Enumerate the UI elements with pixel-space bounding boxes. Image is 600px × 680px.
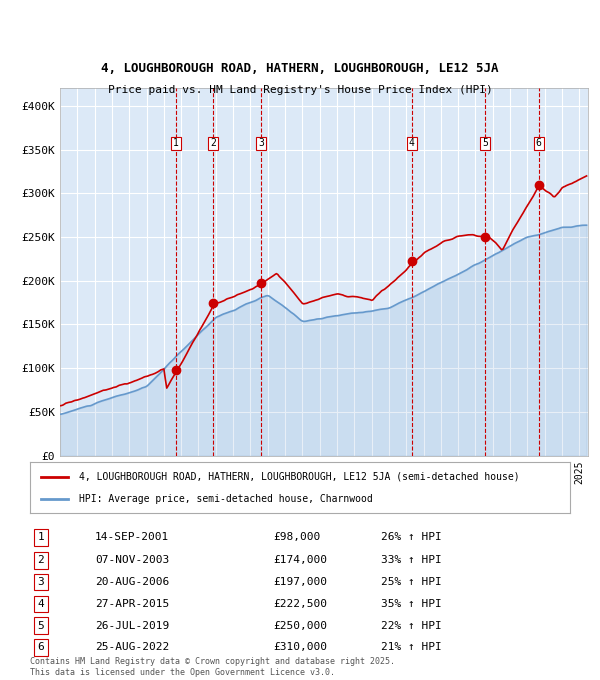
Text: Price paid vs. HM Land Registry's House Price Index (HPI): Price paid vs. HM Land Registry's House …: [107, 85, 493, 95]
Text: 20-AUG-2006: 20-AUG-2006: [95, 577, 169, 587]
Text: 5: 5: [37, 621, 44, 630]
Text: 26% ↑ HPI: 26% ↑ HPI: [381, 532, 442, 542]
Text: 21% ↑ HPI: 21% ↑ HPI: [381, 643, 442, 652]
Text: Contains HM Land Registry data © Crown copyright and database right 2025.
This d: Contains HM Land Registry data © Crown c…: [30, 657, 395, 677]
Text: 4, LOUGHBOROUGH ROAD, HATHERN, LOUGHBOROUGH, LE12 5JA (semi-detached house): 4, LOUGHBOROUGH ROAD, HATHERN, LOUGHBORO…: [79, 472, 519, 481]
Text: £197,000: £197,000: [273, 577, 327, 587]
Text: £250,000: £250,000: [273, 621, 327, 630]
Text: HPI: Average price, semi-detached house, Charnwood: HPI: Average price, semi-detached house,…: [79, 494, 373, 504]
Text: 4, LOUGHBOROUGH ROAD, HATHERN, LOUGHBOROUGH, LE12 5JA: 4, LOUGHBOROUGH ROAD, HATHERN, LOUGHBORO…: [101, 62, 499, 75]
Text: 25-AUG-2022: 25-AUG-2022: [95, 643, 169, 652]
Text: 4: 4: [37, 599, 44, 609]
Text: £98,000: £98,000: [273, 532, 320, 542]
Text: 35% ↑ HPI: 35% ↑ HPI: [381, 599, 442, 609]
Text: 07-NOV-2003: 07-NOV-2003: [95, 556, 169, 565]
Text: £222,500: £222,500: [273, 599, 327, 609]
Text: 26-JUL-2019: 26-JUL-2019: [95, 621, 169, 630]
Text: 33% ↑ HPI: 33% ↑ HPI: [381, 556, 442, 565]
Text: 6: 6: [536, 139, 542, 148]
Text: 5: 5: [482, 139, 488, 148]
Text: 14-SEP-2001: 14-SEP-2001: [95, 532, 169, 542]
Text: 1: 1: [173, 139, 179, 148]
Text: 2: 2: [37, 556, 44, 565]
Text: 3: 3: [37, 577, 44, 587]
Text: 22% ↑ HPI: 22% ↑ HPI: [381, 621, 442, 630]
Text: 4: 4: [409, 139, 415, 148]
Text: 2: 2: [210, 139, 216, 148]
Text: £174,000: £174,000: [273, 556, 327, 565]
Text: 1: 1: [37, 532, 44, 542]
Text: £310,000: £310,000: [273, 643, 327, 652]
Text: 27-APR-2015: 27-APR-2015: [95, 599, 169, 609]
Text: 25% ↑ HPI: 25% ↑ HPI: [381, 577, 442, 587]
Text: 6: 6: [37, 643, 44, 652]
Text: 3: 3: [259, 139, 264, 148]
